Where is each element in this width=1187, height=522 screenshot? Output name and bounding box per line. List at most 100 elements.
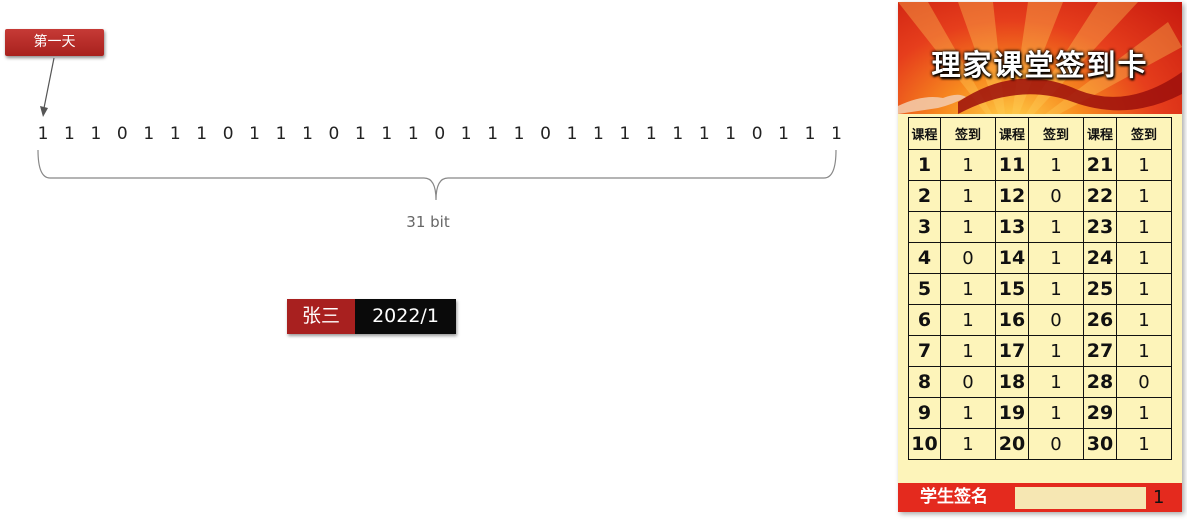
bit-value: 1	[302, 124, 313, 144]
course-number: 11	[995, 149, 1029, 181]
bit-value: 1	[513, 124, 525, 144]
course-number: 20	[995, 428, 1029, 460]
sign-value: 1	[940, 428, 996, 460]
table-row: 7 1 17 1 27 1	[908, 335, 1172, 367]
bit-value: 1	[460, 124, 472, 144]
signature-value: 1	[1153, 487, 1165, 508]
table-row: 1 1 11 1 21 1	[908, 149, 1172, 181]
course-number: 17	[995, 335, 1029, 367]
sign-value: 1	[1116, 149, 1172, 181]
sign-value: 1	[940, 273, 996, 305]
signature-label: 学生签名	[920, 487, 988, 507]
course-number: 30	[1083, 428, 1117, 460]
course-number: 14	[995, 242, 1029, 274]
bit-value: 1	[698, 124, 710, 144]
bit-value: 1	[831, 124, 842, 144]
course-number: 26	[1083, 304, 1117, 336]
card-title: 理家课堂签到卡	[931, 48, 1149, 82]
sign-header: 签到	[940, 117, 996, 150]
table-row: 6 1 16 0 26 1	[908, 304, 1172, 336]
bit-value: 1	[778, 124, 789, 144]
day-one-label: 第一天	[5, 29, 104, 56]
sign-value: 1	[1028, 335, 1084, 367]
course-header: 课程	[1083, 117, 1117, 150]
ribbon-graphic	[958, 72, 1182, 114]
bits-brace	[37, 149, 837, 201]
bit-value: 1	[37, 124, 49, 144]
card-footer: 学生签名 1	[898, 483, 1182, 512]
bit-value: 1	[381, 124, 393, 144]
sign-value: 0	[940, 366, 996, 398]
bit-value: 1	[487, 124, 499, 144]
bit-value: 0	[222, 124, 234, 144]
course-number: 25	[1083, 273, 1117, 305]
hand-graphic	[898, 94, 966, 114]
course-header: 课程	[908, 117, 941, 150]
sign-in-card: 理家课堂签到卡 课程 签到 课程 签到 课程 签到 1 1 11 1 21 1 2 1 12 0 22 1 3 1 13…	[898, 2, 1182, 512]
course-number: 8	[908, 366, 941, 398]
sign-value: 0	[1028, 304, 1084, 336]
user-name: 张三	[287, 299, 355, 334]
month-label: 2022/1	[355, 299, 456, 334]
bit-value: 1	[143, 124, 155, 144]
course-number: 3	[908, 211, 941, 243]
sign-value: 1	[940, 397, 996, 429]
course-number: 4	[908, 242, 941, 274]
bit-value: 1	[725, 124, 737, 144]
course-number: 29	[1083, 397, 1117, 429]
sign-value: 1	[1116, 180, 1172, 212]
bit-value: 1	[249, 124, 260, 144]
bit-value: 1	[645, 124, 657, 144]
course-number: 12	[995, 180, 1029, 212]
signature-field[interactable]	[1015, 487, 1146, 509]
course-number: 9	[908, 397, 941, 429]
course-number: 2	[908, 180, 941, 212]
bit-value: 1	[619, 124, 631, 144]
course-number: 18	[995, 366, 1029, 398]
course-number: 28	[1083, 366, 1117, 398]
course-number: 7	[908, 335, 941, 367]
sign-value: 1	[1116, 304, 1172, 336]
bit-value: 0	[328, 124, 340, 144]
bit-value: 0	[116, 124, 128, 144]
sign-value: 1	[940, 180, 996, 212]
bit-value: 1	[169, 124, 181, 144]
table-row: 9 1 19 1 29 1	[908, 397, 1172, 429]
sign-value: 1	[1028, 366, 1084, 398]
sign-value: 1	[1028, 397, 1084, 429]
sign-value: 1	[1028, 242, 1084, 274]
table-header-row: 课程 签到 课程 签到 课程 签到	[908, 117, 1172, 150]
bit-value: 1	[407, 124, 419, 144]
course-number: 1	[908, 149, 941, 181]
bit-value: 0	[540, 124, 551, 144]
sign-value: 1	[1028, 211, 1084, 243]
bit-value: 1	[566, 124, 578, 144]
sign-value: 1	[1116, 397, 1172, 429]
sign-value: 1	[940, 335, 996, 367]
sign-value: 0	[1028, 180, 1084, 212]
attendance-table: 课程 签到 课程 签到 课程 签到 1 1 11 1 21 1 2 1 12 0 22 1 3 1 13 1 23 1 4 0 14…	[908, 117, 1172, 460]
table-row: 10 1 20 0 30 1	[908, 428, 1172, 460]
course-number: 24	[1083, 242, 1117, 274]
course-number: 5	[908, 273, 941, 305]
table-row: 2 1 12 0 22 1	[908, 180, 1172, 212]
course-header: 课程	[995, 117, 1029, 150]
table-row: 3 1 13 1 23 1	[908, 211, 1172, 243]
sign-value: 1	[1116, 428, 1172, 460]
bits-caption: 31 bit	[406, 213, 450, 231]
bit-value: 0	[434, 124, 446, 144]
table-row: 8 0 18 1 28 0	[908, 366, 1172, 398]
course-number: 22	[1083, 180, 1117, 212]
sign-value: 1	[1116, 242, 1172, 274]
table-row: 5 1 15 1 25 1	[908, 273, 1172, 305]
bit-value: 1	[275, 124, 287, 144]
sunburst-graphic	[898, 2, 1182, 114]
bit-value: 1	[593, 124, 604, 144]
sign-header: 签到	[1116, 117, 1172, 150]
bit-value: 1	[90, 124, 102, 144]
day-one-arrow	[43, 57, 55, 109]
sign-header: 签到	[1028, 117, 1084, 150]
day-one-arrowhead	[40, 106, 48, 117]
card-header: 理家课堂签到卡	[898, 2, 1182, 114]
course-number: 19	[995, 397, 1029, 429]
